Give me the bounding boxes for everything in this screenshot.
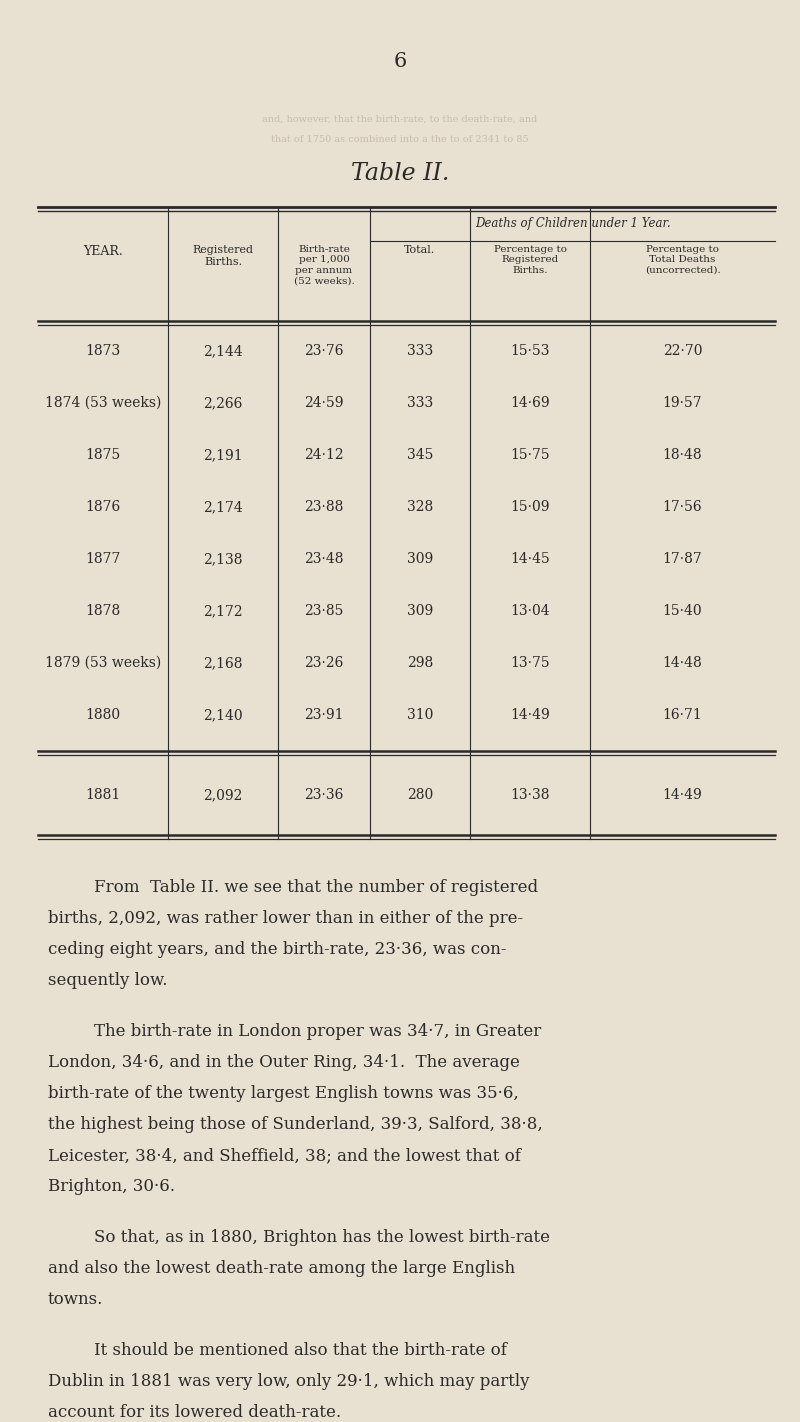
Text: 23·36: 23·36 [304, 788, 344, 802]
Text: 23·26: 23·26 [304, 656, 344, 670]
Text: 15·53: 15·53 [510, 344, 550, 358]
Text: the highest being those of Sunderland, 39·3, Salford, 38·8,: the highest being those of Sunderland, 3… [48, 1116, 542, 1133]
Text: sequently low.: sequently low. [48, 973, 167, 988]
Text: 328: 328 [407, 501, 433, 513]
Text: 1880: 1880 [86, 708, 121, 722]
Text: 333: 333 [407, 395, 433, 410]
Text: 13·04: 13·04 [510, 604, 550, 619]
Text: and, however, that the birth-rate, to the death-rate, and: and, however, that the birth-rate, to th… [262, 115, 538, 124]
Text: 14·45: 14·45 [510, 552, 550, 566]
Text: 14·69: 14·69 [510, 395, 550, 410]
Text: 19·57: 19·57 [662, 395, 702, 410]
Text: Brighton, 30·6.: Brighton, 30·6. [48, 1177, 175, 1194]
Text: 23·88: 23·88 [304, 501, 344, 513]
Text: Birth-rate
per 1,000
per annum
(52 weeks).: Birth-rate per 1,000 per annum (52 weeks… [294, 245, 354, 286]
Text: From  Table II. we see that the number of registered: From Table II. we see that the number of… [94, 879, 538, 896]
Text: Dublin in 1881 was very low, only 29·1, which may partly: Dublin in 1881 was very low, only 29·1, … [48, 1374, 530, 1389]
Text: 2,144: 2,144 [203, 344, 243, 358]
Text: 333: 333 [407, 344, 433, 358]
Text: 280: 280 [407, 788, 433, 802]
Text: 1873: 1873 [86, 344, 121, 358]
Text: 24·12: 24·12 [304, 448, 344, 462]
Text: 310: 310 [407, 708, 433, 722]
Text: 14·49: 14·49 [510, 708, 550, 722]
Text: 1881: 1881 [86, 788, 121, 802]
Text: 1878: 1878 [86, 604, 121, 619]
Text: birth-rate of the twenty largest English towns was 35·6,: birth-rate of the twenty largest English… [48, 1085, 518, 1102]
Text: So that, as in 1880, Brighton has the lowest birth-rate: So that, as in 1880, Brighton has the lo… [94, 1229, 550, 1246]
Text: YEAR.: YEAR. [83, 245, 123, 257]
Text: 6: 6 [394, 53, 406, 71]
Text: 345: 345 [407, 448, 433, 462]
Text: 15·09: 15·09 [510, 501, 550, 513]
Text: 14·49: 14·49 [662, 788, 702, 802]
Text: 1877: 1877 [86, 552, 121, 566]
Text: towns.: towns. [48, 1291, 103, 1308]
Text: 14·48: 14·48 [662, 656, 702, 670]
Text: 17·56: 17·56 [662, 501, 702, 513]
Text: 13·75: 13·75 [510, 656, 550, 670]
Text: Registered
Births.: Registered Births. [193, 245, 254, 266]
Text: 298: 298 [407, 656, 433, 670]
Text: 1875: 1875 [86, 448, 121, 462]
Text: London, 34·6, and in the Outer Ring, 34·1.  The average: London, 34·6, and in the Outer Ring, 34·… [48, 1054, 520, 1071]
Text: 2,168: 2,168 [203, 656, 242, 670]
Text: and also the lowest death-rate among the large English: and also the lowest death-rate among the… [48, 1260, 515, 1277]
Text: 23·85: 23·85 [304, 604, 344, 619]
Text: 2,174: 2,174 [203, 501, 243, 513]
Text: Total.: Total. [404, 245, 436, 255]
Text: 16·71: 16·71 [662, 708, 702, 722]
Text: 17·87: 17·87 [662, 552, 702, 566]
Text: 24·59: 24·59 [304, 395, 344, 410]
Text: 23·48: 23·48 [304, 552, 344, 566]
Text: 2,266: 2,266 [203, 395, 242, 410]
Text: 15·75: 15·75 [510, 448, 550, 462]
Text: that of 1750 as combined into a the to of 2341 to 85: that of 1750 as combined into a the to o… [271, 135, 529, 144]
Text: Table II.: Table II. [351, 162, 449, 185]
Text: 23·91: 23·91 [304, 708, 344, 722]
Text: Percentage to
Total Deaths
(uncorrected).: Percentage to Total Deaths (uncorrected)… [645, 245, 720, 274]
Text: account for its lowered death-rate.: account for its lowered death-rate. [48, 1404, 341, 1421]
Text: 23·76: 23·76 [304, 344, 344, 358]
Text: 2,138: 2,138 [203, 552, 242, 566]
Text: 309: 309 [407, 552, 433, 566]
Text: 309: 309 [407, 604, 433, 619]
Text: 2,191: 2,191 [203, 448, 243, 462]
Text: births, 2,092, was rather lower than in either of the pre-: births, 2,092, was rather lower than in … [48, 910, 523, 927]
Text: 15·40: 15·40 [662, 604, 702, 619]
Text: 1879 (53 weeks): 1879 (53 weeks) [45, 656, 161, 670]
Text: 18·48: 18·48 [662, 448, 702, 462]
Text: Leicester, 38·4, and Sheffield, 38; and the lowest that of: Leicester, 38·4, and Sheffield, 38; and … [48, 1148, 521, 1165]
Text: 1876: 1876 [86, 501, 121, 513]
Text: 2,140: 2,140 [203, 708, 243, 722]
Text: The birth-rate in London proper was 34·7, in Greater: The birth-rate in London proper was 34·7… [94, 1022, 542, 1039]
Text: Deaths of Children under 1 Year.: Deaths of Children under 1 Year. [474, 218, 670, 230]
Text: 1874 (53 weeks): 1874 (53 weeks) [45, 395, 161, 410]
Text: 2,092: 2,092 [203, 788, 242, 802]
Text: ceding eight years, and the birth-rate, 23·36, was con-: ceding eight years, and the birth-rate, … [48, 941, 506, 958]
Text: Percentage to
Registered
Births.: Percentage to Registered Births. [494, 245, 566, 274]
Text: 13·38: 13·38 [510, 788, 550, 802]
Text: 22·70: 22·70 [662, 344, 702, 358]
Text: It should be mentioned also that the birth-rate of: It should be mentioned also that the bir… [94, 1342, 507, 1359]
Text: 2,172: 2,172 [203, 604, 243, 619]
